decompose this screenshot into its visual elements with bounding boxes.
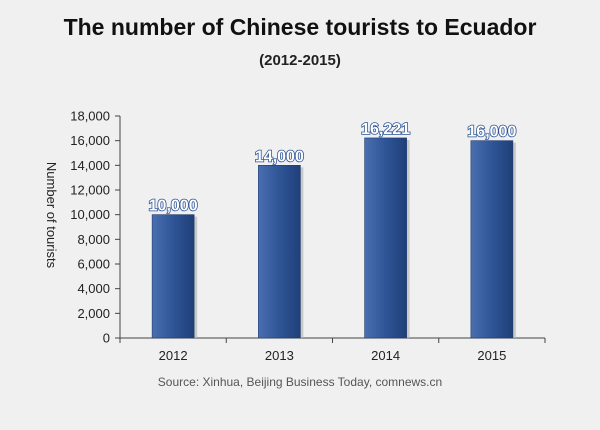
x-tick-label-2015: 2015 [477, 348, 506, 363]
x-tick-label-2014: 2014 [371, 348, 400, 363]
chart-title: The number of Chinese tourists to Ecuado… [63, 14, 537, 40]
y-tick-label: 8,000 [77, 232, 110, 247]
y-tick-label: 14,000 [70, 158, 110, 173]
chart-subtitle: (2012-2015) [259, 52, 341, 69]
bar-2012 [151, 214, 195, 339]
y-axis-label: Number of tourists [44, 162, 59, 269]
y-tick-label: 12,000 [70, 183, 110, 198]
x-tick-label-2013: 2013 [265, 348, 294, 363]
bars: 10,000 14,000 16,221 16,000 [148, 120, 517, 339]
y-tick-label: 10,000 [70, 207, 110, 222]
data-label-2015: 16,000 [467, 124, 516, 141]
y-tick-label: 4,000 [77, 281, 110, 296]
y-tick-label: 0 [103, 331, 110, 346]
x-tick-label-2012: 2012 [159, 348, 188, 363]
y-tick-label: 2,000 [77, 306, 110, 321]
bar-2015 [470, 140, 514, 339]
y-tick-label: 6,000 [77, 257, 110, 272]
data-label-2012: 10,000 [149, 198, 198, 215]
data-label-2014: 16,221 [361, 121, 410, 138]
bar-2014 [364, 137, 407, 339]
y-axis: 0 2,000 4,000 6,000 8,000 10,000 12,000 14,000 1… [70, 109, 121, 346]
source-note: Source: Xinhua, Beijing Business Today, … [157, 375, 443, 389]
data-label-2013: 14,000 [255, 148, 304, 165]
bar-2013 [258, 165, 301, 339]
y-tick-label: 16,000 [70, 133, 110, 148]
y-tick-label: 18,000 [70, 109, 110, 124]
x-axis: 2012 2013 2014 2015 [119, 337, 546, 363]
